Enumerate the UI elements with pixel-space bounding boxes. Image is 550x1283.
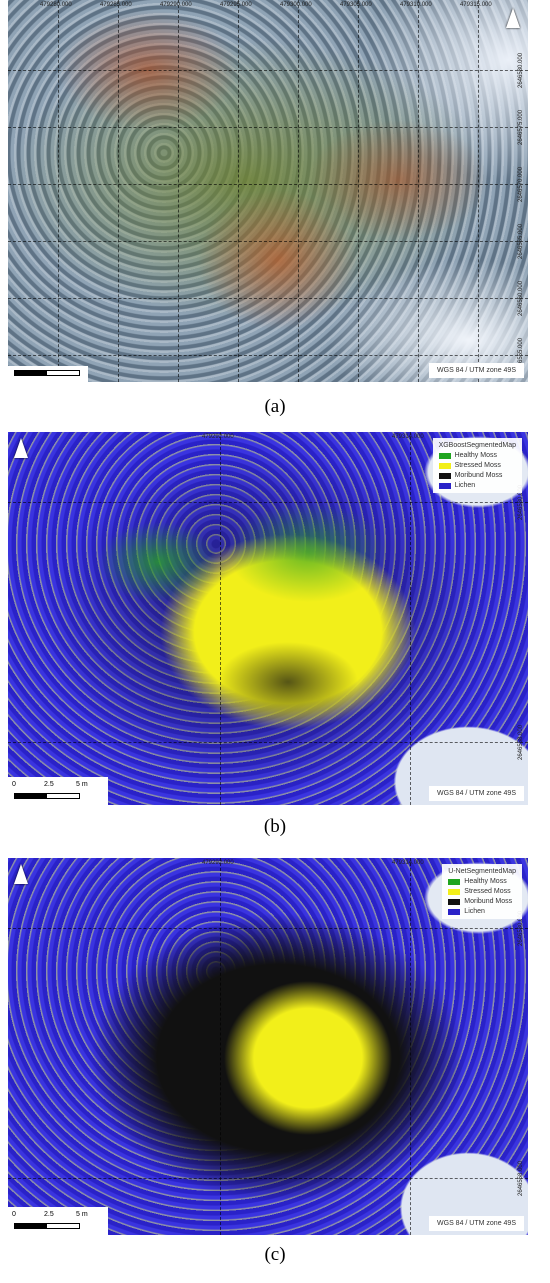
legend-label: Lichen — [454, 482, 476, 489]
scale-label: 0 — [12, 781, 16, 788]
legend-item: Healthy Moss — [438, 452, 516, 459]
legend-swatch — [438, 472, 451, 479]
map-panel: 479292.000 479314.000 2646580.000 2646558.0… — [8, 432, 528, 805]
legend-item: Stressed Moss — [438, 462, 516, 469]
grid-line — [8, 928, 528, 929]
legend-swatch — [448, 888, 461, 895]
scale-label: 2.5 — [44, 1211, 54, 1218]
legend-label: Stressed Moss — [464, 888, 511, 895]
x-coordinate-label: 479314.000 — [392, 860, 424, 866]
grid-line — [220, 858, 221, 1235]
legend: U-NetSegmentedMap Healthy Moss Stressed Mo… — [442, 864, 522, 919]
legend-label: Moribund Moss — [464, 898, 513, 905]
y-coordinate-label: 2646558.000 — [518, 724, 524, 760]
y-coordinate-label: 2646580.000 — [518, 52, 524, 88]
map-panel: 479292.000 479314.000 2646580.000 2646558.0… — [8, 858, 528, 1235]
legend-item: Healthy Moss — [448, 878, 516, 885]
grid-line — [418, 0, 419, 382]
legend-swatch — [448, 898, 461, 905]
north-arrow — [14, 864, 28, 884]
map-panel: 479280.000 479285.000 479290.000 479295.000… — [8, 0, 528, 382]
crs-label: WGS 84 / UTM zone 49S — [429, 363, 524, 378]
grid-line — [118, 0, 119, 382]
x-coordinate-label: 479290.000 — [160, 2, 192, 8]
grid-line — [178, 0, 179, 382]
scale-bar: 0 2.5 5 m — [8, 1207, 108, 1235]
north-arrow — [506, 8, 520, 28]
crs-label: WGS 84 / UTM zone 49S — [429, 1216, 524, 1231]
scale-bar: 0 2.5 5 m — [8, 777, 108, 805]
legend-item: Lichen — [448, 908, 516, 915]
legend-label: Healthy Moss — [454, 452, 497, 459]
y-coordinate-label: 2646570.000 — [518, 166, 524, 202]
legend-swatch — [438, 462, 451, 469]
legend-item: Stressed Moss — [448, 888, 516, 895]
grid-line — [8, 355, 528, 356]
grid-line — [410, 432, 411, 805]
y-coordinate-label: 2646558.000 — [518, 1160, 524, 1196]
legend-label: Stressed Moss — [454, 462, 501, 469]
scale-label: 5 m — [76, 781, 88, 788]
x-coordinate-label: 479305.000 — [340, 2, 372, 8]
x-coordinate-label: 479280.000 — [40, 2, 72, 8]
y-coordinate-label: 2646560.000 — [518, 280, 524, 316]
caption: (a) — [264, 396, 286, 417]
grid-line — [8, 184, 528, 185]
grid-line — [410, 858, 411, 1235]
x-coordinate-label: 479300.000 — [280, 2, 312, 8]
x-coordinate-label: 479314.000 — [392, 434, 424, 440]
legend-item: Moribund Moss — [448, 898, 516, 905]
grid-line — [8, 241, 528, 242]
grid-line — [8, 127, 528, 128]
legend-swatch — [438, 482, 451, 489]
scale-label: 2.5 — [44, 781, 54, 788]
grid-line — [298, 0, 299, 382]
grid-line — [358, 0, 359, 382]
legend-title: XGBoostSegmentedMap — [438, 442, 516, 449]
y-coordinate-label: 2646575.000 — [518, 109, 524, 145]
legend-item: Moribund Moss — [438, 472, 516, 479]
grid-line — [8, 502, 528, 503]
x-coordinate-label: 479292.000 — [202, 860, 234, 866]
crs-label: WGS 84 / UTM zone 49S — [429, 786, 524, 801]
legend-swatch — [448, 878, 461, 885]
caption: (c) — [264, 1244, 286, 1265]
legend-title: U-NetSegmentedMap — [448, 868, 516, 875]
grid-line — [220, 432, 221, 805]
scale-graphic — [14, 1223, 80, 1229]
legend-label: Healthy Moss — [464, 878, 507, 885]
scale-bar — [8, 366, 88, 382]
x-coordinate-label: 479295.000 — [220, 2, 252, 8]
grid-line — [8, 298, 528, 299]
scale-graphic — [14, 793, 80, 799]
grid-line — [238, 0, 239, 382]
caption: (b) — [263, 816, 287, 837]
legend-item: Lichen — [438, 482, 516, 489]
grid-line — [478, 0, 479, 382]
legend-label: Moribund Moss — [454, 472, 503, 479]
scale-graphic — [14, 370, 80, 376]
grid-line — [58, 0, 59, 382]
x-coordinate-label: 479285.000 — [100, 2, 132, 8]
grid-line — [8, 1178, 528, 1179]
legend: XGBoostSegmentedMap Healthy Moss Stressed … — [432, 438, 522, 493]
scale-label: 5 m — [76, 1211, 88, 1218]
scale-label: 0 — [12, 1211, 16, 1218]
legend-label: Lichen — [464, 908, 485, 915]
grid-line — [8, 742, 528, 743]
legend-swatch — [448, 908, 461, 915]
grid-line — [8, 70, 528, 71]
x-coordinate-label: 479315.000 — [460, 2, 492, 8]
legend-swatch — [438, 452, 451, 459]
north-arrow — [14, 438, 28, 458]
y-coordinate-label: 2646565.000 — [518, 223, 524, 259]
x-coordinate-label: 479310.000 — [400, 2, 432, 8]
x-coordinate-label: 479292.000 — [202, 434, 234, 440]
